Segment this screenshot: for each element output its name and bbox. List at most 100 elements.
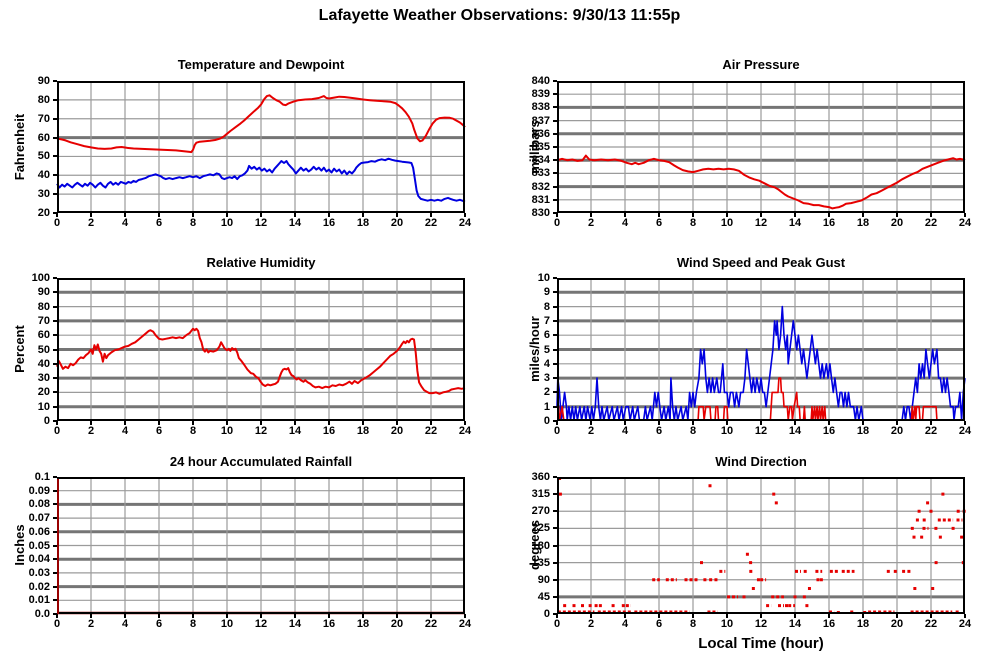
x-tick-label: 12 (254, 217, 268, 229)
x-tick-mark (930, 421, 932, 425)
x-tick-mark (624, 213, 626, 217)
y-tick-mark (53, 305, 57, 308)
y-tick-mark (53, 117, 57, 120)
x-tick-mark (158, 614, 160, 618)
y-tick-mark (53, 155, 57, 158)
x-tick-label: 20 (390, 217, 404, 229)
x-tick-label: 16 (322, 618, 336, 630)
y-tick-label: 70 (37, 314, 50, 327)
plot-rainfall: 0.1 0.09 0.08 0.07 0.06 0.05 0.04 0.03 0.02 0.01 0… (29, 471, 472, 630)
y-tick-label: 20 (37, 386, 50, 399)
y-tick-mark (53, 80, 57, 82)
x-tick-mark (430, 213, 432, 217)
x-tick-mark (692, 213, 694, 217)
x-tick-label: 22 (424, 217, 438, 229)
x-tick-mark (590, 421, 592, 425)
x-tick-mark (760, 421, 762, 425)
x-tick-mark (658, 614, 660, 618)
y-tick-mark (53, 334, 57, 337)
y-tick-mark (53, 476, 57, 478)
y-tick-mark (53, 212, 57, 214)
x-tick-mark (760, 213, 762, 217)
y-tick-label: 270 (531, 505, 550, 518)
x-tick-label: 10 (720, 425, 734, 437)
x-tick-label: 10 (220, 618, 234, 630)
y-tick-label: 0.06 (28, 525, 50, 538)
x-tick-label: 14 (288, 217, 302, 229)
chart-canvas (56, 81, 466, 213)
x-tick-label: 8 (689, 618, 697, 630)
x-tick-label: 12 (254, 425, 268, 437)
x-tick-mark (260, 213, 262, 217)
y-tick-label: 839 (531, 88, 550, 101)
x-tick-mark (930, 213, 932, 217)
x-tick-mark (828, 421, 830, 425)
y-tick-label: 80 (37, 300, 50, 313)
x-tick-label: 20 (390, 425, 404, 437)
x-tick-mark (896, 614, 898, 618)
y-tick-label: 60 (37, 131, 50, 144)
x-tick-label: 4 (121, 425, 129, 437)
y-tick-mark (53, 348, 57, 351)
x-tick-label: 16 (822, 425, 836, 437)
x-tick-mark (896, 213, 898, 217)
x-tick-mark (124, 421, 126, 425)
x-tick-label: 18 (356, 618, 370, 630)
x-tick-mark (56, 614, 58, 618)
y-tick-mark (53, 362, 57, 365)
y-tick-mark (53, 544, 57, 547)
x-tick-label: 4 (621, 425, 629, 437)
x-tick-label: 8 (689, 425, 697, 437)
x-tick-mark (90, 421, 92, 425)
x-tick-label: 22 (924, 217, 938, 229)
chart-canvas (557, 477, 966, 614)
x-tick-label: 0 (553, 618, 561, 630)
x-tick-label: 6 (155, 618, 163, 630)
x-tick-mark (226, 614, 228, 618)
y-tick-mark (553, 132, 557, 135)
x-tick-mark (124, 614, 126, 618)
x-tick-mark (862, 421, 864, 425)
x-tick-label: 24 (958, 217, 972, 229)
y-tick-mark (53, 174, 57, 177)
page-title: Lafayette Weather Observations: 9/30/13 … (318, 7, 681, 24)
x-tick-label: 14 (288, 425, 302, 437)
x-tick-label: 8 (689, 217, 697, 229)
y-tick-label: 225 (531, 522, 550, 535)
chart-title-wind-direction: Wind Direction (715, 454, 807, 469)
x-tick-label: 2 (87, 217, 95, 229)
x-tick-label: 24 (458, 217, 472, 229)
x-tick-mark (362, 421, 364, 425)
x-tick-label: 8 (189, 618, 197, 630)
y-tick-label: 840 (531, 75, 550, 87)
x-tick-label: 20 (390, 618, 404, 630)
x-tick-label: 16 (322, 217, 336, 229)
x-tick-mark (294, 421, 296, 425)
y-tick-label: 70 (37, 112, 50, 125)
x-tick-mark (556, 213, 558, 217)
y-tick-label: 0.08 (28, 498, 50, 511)
y-tick-mark (553, 277, 557, 279)
chart-canvas (556, 278, 966, 421)
x-tick-label: 8 (189, 425, 197, 437)
x-tick-mark (624, 614, 626, 618)
y-tick-label: 50 (37, 343, 50, 356)
x-tick-label: 10 (220, 217, 234, 229)
y-tick-label: 0.03 (28, 566, 50, 579)
x-tick-mark (124, 213, 126, 217)
y-tick-mark (553, 291, 557, 294)
x-tick-mark (896, 421, 898, 425)
x-tick-mark (362, 614, 364, 618)
y-tick-label: 832 (531, 180, 550, 193)
y-tick-label: 836 (531, 127, 550, 140)
x-tick-label: 24 (458, 425, 472, 437)
y-tick-mark (553, 527, 557, 530)
y-tick-label: 831 (531, 193, 550, 206)
x-tick-label: 6 (155, 425, 163, 437)
x-tick-mark (192, 614, 194, 618)
y-tick-mark (553, 80, 557, 82)
x-tick-mark (294, 213, 296, 217)
x-tick-mark (862, 614, 864, 618)
x-tick-mark (90, 213, 92, 217)
